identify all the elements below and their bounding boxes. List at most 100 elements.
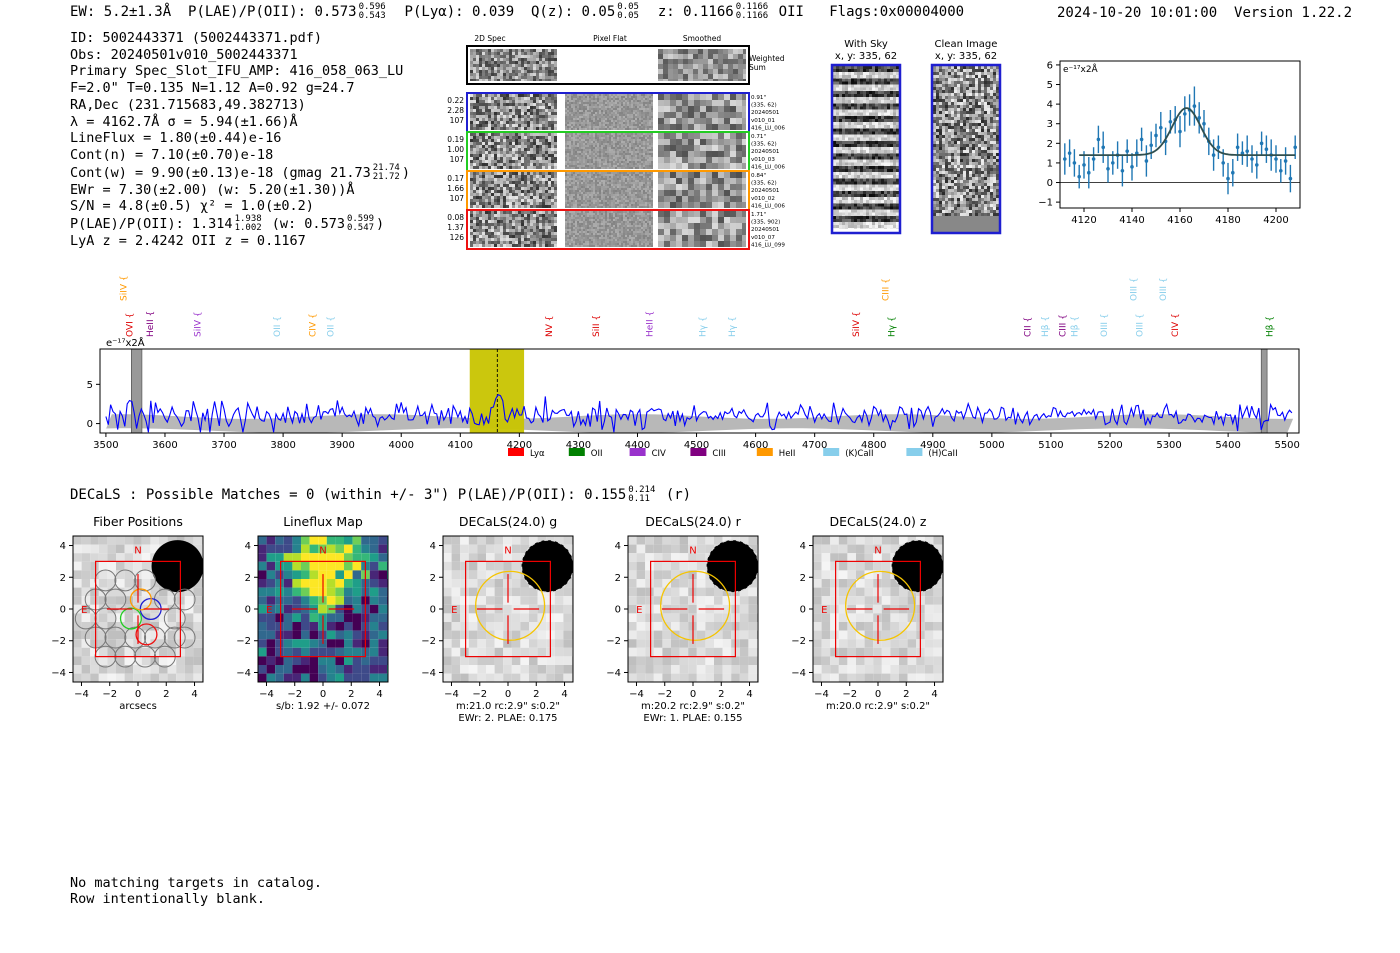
pixel [509,151,512,154]
pixel [641,194,643,196]
pixel [599,215,601,217]
pixel [617,98,619,100]
pixel [645,188,647,190]
pixel [567,165,569,167]
pixel [664,139,670,145]
pixel [585,227,587,229]
pixel [595,188,597,190]
pixel [635,223,637,225]
pixel [476,118,479,121]
pixel [539,142,542,145]
pixel [619,145,621,147]
pixel [583,192,585,194]
pixel [512,226,515,229]
pixel [593,147,595,149]
pixel [581,133,583,135]
pixel [611,229,613,231]
pixel [548,217,551,220]
pixel [609,112,611,114]
pixel [542,112,545,115]
pixel [611,167,613,169]
pixel [569,186,571,188]
pixel [571,120,573,122]
pixel [527,241,530,244]
pixel [595,124,597,126]
pixel [536,184,539,187]
pixel [567,151,569,153]
pixel [613,145,615,147]
pixel [554,196,557,199]
pixel [637,161,639,163]
pixel [551,205,554,208]
pixel [694,100,700,106]
pixel [579,155,581,157]
pixel [621,229,623,231]
pixel [530,229,533,232]
pixel [597,213,599,215]
pixel [554,142,557,145]
pixel [621,206,623,208]
pixel [621,126,623,128]
pixel [599,184,601,186]
pixel [625,180,627,182]
pixel [497,106,500,109]
pixel [651,133,653,135]
pixel [579,200,581,202]
pixel [595,178,597,180]
pixel [491,223,494,226]
pixel [627,141,629,143]
pixel [470,175,473,178]
pixel [512,178,515,181]
pixel [649,108,651,110]
pixel [533,127,536,130]
pixel [723,54,728,59]
pixel [509,178,512,181]
pixel [631,180,633,182]
pixel [621,225,623,227]
pixel [494,112,497,115]
pixel [595,141,597,143]
pixel [476,52,479,55]
pixel [567,178,569,180]
pixel [617,141,619,143]
pixel [603,145,605,147]
pixel [583,149,585,151]
pixel [605,157,607,159]
pixel [567,133,569,135]
pixel [575,192,577,194]
pixel [637,106,639,108]
pixel [601,100,603,102]
pixel [637,126,639,128]
pixel [585,186,587,188]
pixel [631,151,633,153]
pixel [635,114,637,116]
pixel [485,175,488,178]
pixel [571,116,573,118]
pixel [637,221,639,223]
pixel [617,200,619,202]
pixel [476,94,479,97]
pixel [497,241,500,244]
pixel [579,219,581,221]
pixel [607,120,609,122]
pixel [524,103,527,106]
pixel [527,109,530,112]
pixel [593,184,595,186]
pixel [603,108,605,110]
pixel [509,97,512,100]
pixel [567,157,569,159]
pixel [503,61,506,64]
pixel [733,69,738,74]
pixel [577,106,579,108]
pixel [617,102,619,104]
pixel [476,58,479,61]
pixel [627,124,629,126]
pixel [503,178,506,181]
pixel [565,145,567,147]
pixel [635,112,637,114]
pixel [539,97,542,100]
pixel [688,133,694,139]
pixel [625,194,627,196]
pixel [579,165,581,167]
pixel [530,199,533,202]
